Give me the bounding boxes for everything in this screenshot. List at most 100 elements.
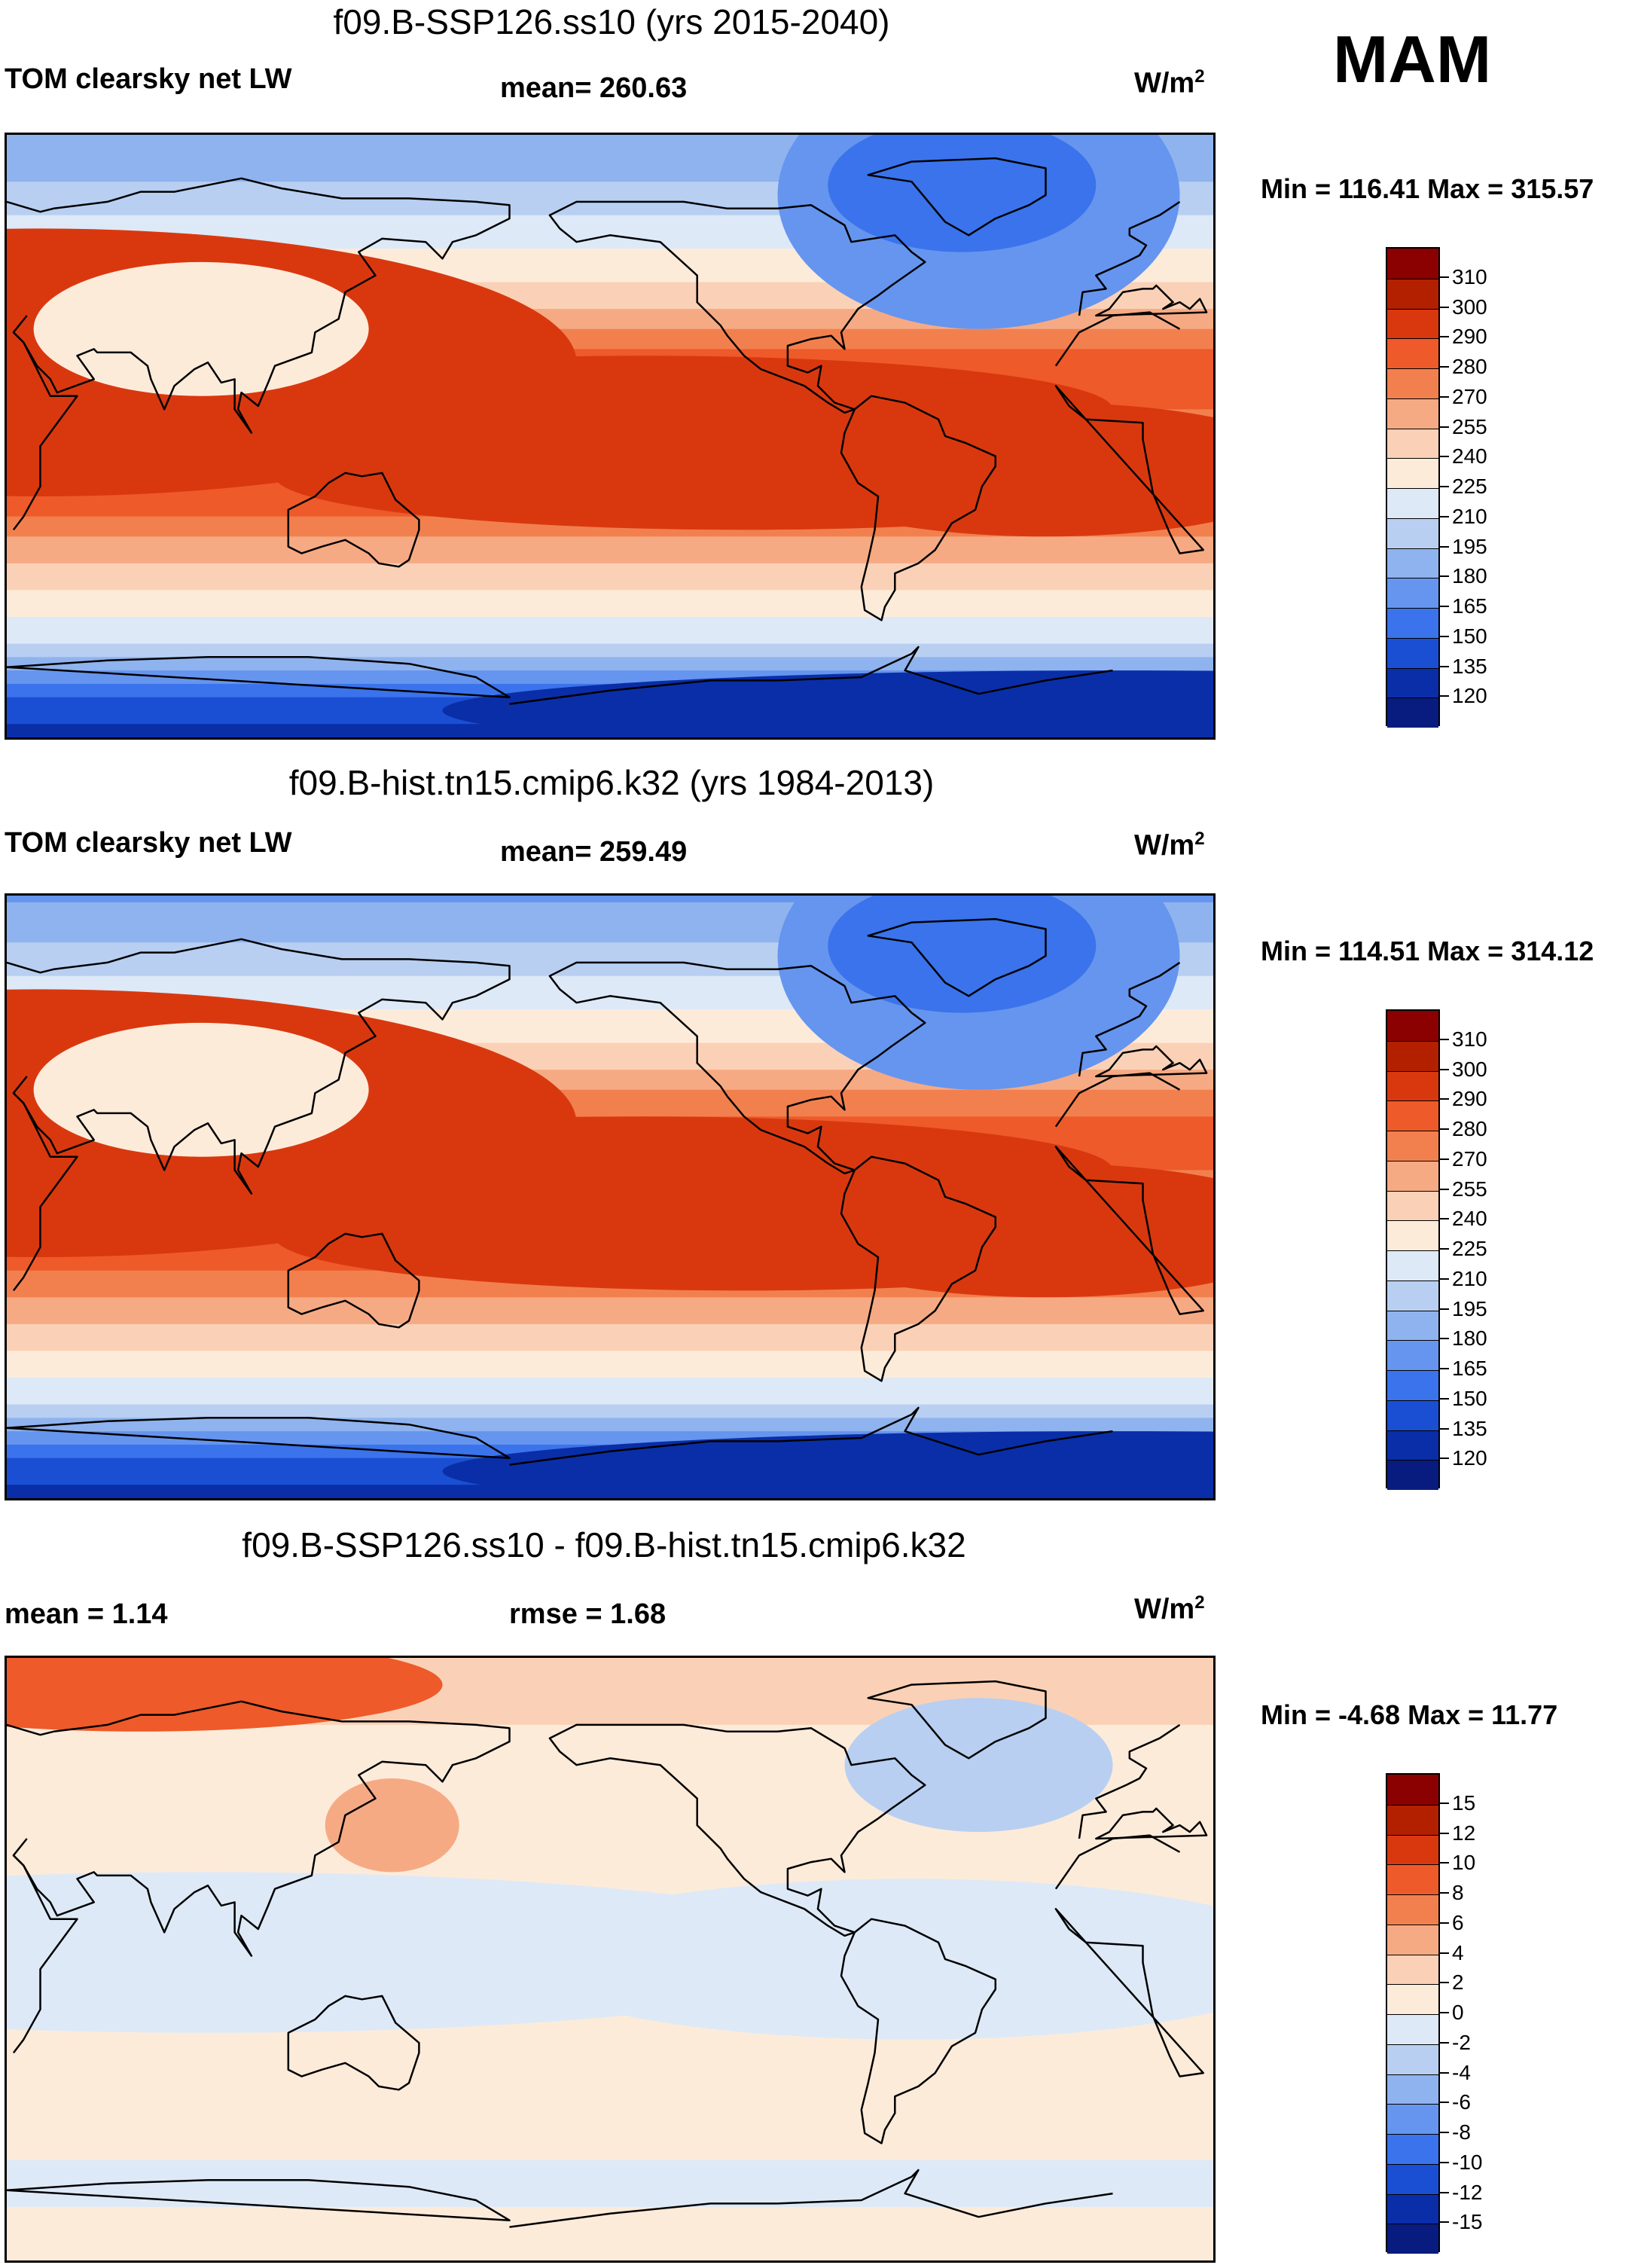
field-band: [7, 228, 1213, 236]
coastline-australia: [287, 1995, 420, 2091]
field-band: [7, 1865, 1213, 1873]
colorbar-boxes: [1386, 1773, 1440, 2254]
colorbar-box: [1387, 1804, 1438, 1835]
coastline-north-america: [548, 200, 926, 414]
colorbar-tick-label: 15: [1452, 1790, 1476, 1815]
panel-3-title: f09.B-SSP126.ss10 - f09.B-hist.tn15.cmip…: [242, 1525, 966, 1564]
colorbar-tick-label: 195: [1452, 1296, 1487, 1320]
field-band: [7, 989, 1213, 997]
colorbar-tick-label: 150: [1452, 624, 1487, 648]
colorbar-tick-label: 150: [1452, 1386, 1487, 1410]
colorbar-tick-label: 135: [1452, 654, 1487, 678]
field-band: [7, 617, 1213, 624]
field-band: [7, 1879, 1213, 1886]
colorbar-tick-label: 310: [1452, 1027, 1487, 1051]
field-band: [7, 288, 1213, 296]
colorbar-tick-label: 225: [1452, 475, 1487, 498]
field-band: [7, 1384, 1213, 1392]
field-band: [7, 295, 1213, 303]
field-band: [7, 1390, 1213, 1399]
field-band: [7, 282, 1213, 290]
field-band: [7, 2126, 1213, 2134]
coastline-europe-asia: [7, 177, 1208, 434]
colorbar-tick-line: [1440, 395, 1449, 398]
colorbar-tick-label: 225: [1452, 1237, 1487, 1260]
field-band: [7, 201, 1213, 209]
colorbar-box: [1387, 1834, 1438, 1865]
colorbar-box: [1387, 1011, 1438, 1041]
field-band: [7, 1791, 1213, 1799]
field-band: [7, 1344, 1213, 1352]
field-feature: [325, 1778, 459, 1873]
field-band: [7, 969, 1213, 977]
field-band: [7, 2032, 1213, 2041]
colorbar-tick-label: 290: [1452, 325, 1487, 349]
field-band: [7, 2073, 1213, 2080]
colorbar-tick-label: 300: [1452, 295, 1487, 319]
colorbar-tick-label: 8: [1452, 1881, 1464, 1904]
colorbar-tick-label: 270: [1452, 384, 1487, 408]
colorbar-box: [1387, 2044, 1438, 2074]
coastline-south-america: [840, 1918, 997, 2144]
colorbar-boxes: [1386, 247, 1440, 728]
coastline-australia: [287, 472, 420, 568]
panel-2-map: [5, 893, 1216, 1500]
colorbar-tick-label: -10: [1452, 2150, 1483, 2174]
colorbar-tick-label: 280: [1452, 1117, 1487, 1140]
colorbar-tick-line: [1440, 1427, 1449, 1430]
field-band: [7, 148, 1213, 156]
field-band: [7, 2092, 1213, 2101]
panel-1-variable-label: TOM clearsky net LW: [5, 63, 292, 95]
colorbar-tick-label: 165: [1452, 1357, 1487, 1380]
field-band: [7, 1805, 1213, 1813]
field-feature: [33, 261, 369, 396]
field-band: [7, 349, 1213, 356]
colorbar-tick-label: 210: [1452, 1266, 1487, 1290]
field-band: [7, 1311, 1213, 1318]
colorbar-box: [1387, 1984, 1438, 2014]
field-band: [7, 1677, 1213, 1686]
field-band: [7, 1438, 1213, 1445]
field-band: [7, 1418, 1213, 1425]
colorbar-tick-label: 290: [1452, 1087, 1487, 1111]
colorbar-box: [1387, 398, 1438, 429]
field-band: [7, 1110, 1213, 1117]
field-band: [7, 1832, 1213, 1839]
field-band: [7, 1718, 1213, 1726]
panel-2-units: W/m2: [1134, 829, 1205, 862]
colorbar-tick-line: [1440, 1862, 1449, 1864]
coastline-australia: [287, 1232, 420, 1329]
field-band: [7, 249, 1213, 256]
colorbar-tick-line: [1440, 1248, 1449, 1250]
colorbar-tick-line: [1440, 1982, 1449, 1984]
field-band: [7, 1089, 1213, 1097]
field-band: [7, 636, 1213, 645]
field-band: [7, 996, 1213, 1003]
colorbar-tick-line: [1440, 1128, 1449, 1130]
colorbar-tick-line: [1440, 1832, 1449, 1834]
colorbar-tick-label: 240: [1452, 444, 1487, 469]
field-band: [7, 530, 1213, 537]
colorbar-tick-label: 255: [1452, 1177, 1487, 1201]
field-band: [7, 1751, 1213, 1759]
field-band: [7, 221, 1213, 230]
field-band: [7, 335, 1213, 343]
colorbar-tick-line: [1440, 1368, 1449, 1369]
field-band: [7, 1003, 1213, 1010]
field-band: [7, 1357, 1213, 1365]
field-band: [7, 2120, 1213, 2127]
colorbar-box: [1387, 2193, 1438, 2224]
field-band: [7, 302, 1213, 310]
coastline-antarctica: [7, 1406, 1113, 1466]
panel-1-title: f09.B-SSP126.ss10 (yrs 2015-2040): [333, 2, 890, 41]
colorbar-tick-line: [1440, 1277, 1449, 1280]
field-band: [7, 2140, 1213, 2147]
colorbar-tick-label: 310: [1452, 264, 1487, 288]
colorbar-tick-line: [1440, 2221, 1449, 2224]
field-band: [7, 550, 1213, 557]
panel-1-mean-label: mean= 260.63: [500, 72, 688, 104]
field-band: [7, 1082, 1213, 1091]
field-band: [7, 1664, 1213, 1672]
panel-1-map: [5, 133, 1216, 740]
field-band: [7, 135, 1213, 142]
